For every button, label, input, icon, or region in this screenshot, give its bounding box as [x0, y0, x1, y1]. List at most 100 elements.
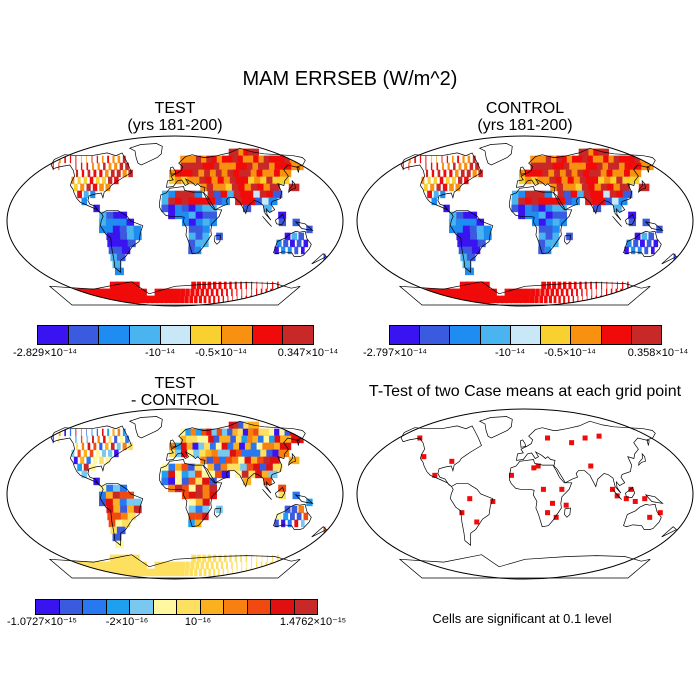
- grid-cell: [216, 155, 226, 164]
- grid-cell: [595, 281, 598, 290]
- coast-samerica: [100, 483, 144, 547]
- grid-cell: [278, 211, 287, 220]
- grid-cell: [208, 435, 217, 444]
- grid-cell: [266, 190, 276, 199]
- grid-cell: [251, 288, 253, 297]
- grid-cell: [256, 169, 267, 178]
- colorbar-swatch-4: [130, 600, 154, 614]
- grid-cell: [123, 561, 133, 570]
- grid-cell: [120, 281, 130, 290]
- grid-cell: [544, 295, 548, 304]
- grid-cell: [459, 281, 470, 290]
- coast-antarctica: [48, 554, 301, 579]
- grid-cell: [113, 295, 123, 304]
- grid-cell: [206, 428, 215, 437]
- grid-cell: [556, 183, 565, 192]
- grid-cell: [633, 239, 639, 248]
- cb-control-label-3: -0.5×10⁻¹⁴: [544, 347, 596, 359]
- coast-newguinea: [294, 494, 314, 504]
- grid-cell: [559, 169, 569, 178]
- grid-cell: [202, 477, 210, 486]
- grid-cell: [258, 162, 269, 171]
- grid-cell: [188, 218, 197, 227]
- grid-cell: [77, 463, 82, 472]
- grid-cell: [117, 568, 127, 577]
- grid-cell: [190, 428, 198, 437]
- grid-cell: [127, 568, 136, 577]
- grid-cell: [189, 568, 194, 577]
- grid-cell: [518, 190, 526, 199]
- grid-cell: [229, 281, 232, 290]
- grid-cell: [551, 197, 560, 206]
- grid-cell: [542, 169, 550, 178]
- grid-cell: [108, 288, 119, 297]
- grid-cell: [195, 225, 203, 234]
- grid-cell: [57, 288, 71, 297]
- grid-cell: [195, 498, 203, 507]
- grid-cell: [530, 288, 536, 297]
- grid-cell: [198, 442, 206, 451]
- grid-cell: [129, 288, 138, 297]
- grid-cell: [213, 435, 223, 444]
- grid-cell: [545, 211, 554, 220]
- grid-cell: [261, 197, 271, 206]
- grid-cell: [118, 288, 128, 297]
- grid-cell: [233, 190, 243, 199]
- grid-cell: [470, 239, 480, 248]
- significant-cell: [588, 463, 594, 469]
- grid-cell: [515, 295, 522, 304]
- coast-japan: [288, 179, 296, 194]
- grid-cell: [274, 519, 279, 528]
- grid-cell: [594, 183, 604, 192]
- grid-cell: [92, 456, 98, 465]
- grid-cell: [458, 288, 469, 297]
- grid-cell: [237, 155, 248, 164]
- grid-cell: [204, 169, 213, 178]
- grid-cell: [306, 225, 313, 234]
- grid-cell: [217, 568, 220, 577]
- grid-cell: [209, 211, 217, 220]
- grid-cell: [65, 568, 79, 577]
- grid-cell: [105, 456, 111, 465]
- grid-cell: [112, 491, 121, 500]
- grid-cell: [552, 211, 561, 220]
- grid-cell: [583, 148, 594, 157]
- grid-cell: [628, 211, 637, 220]
- grid-cell: [202, 232, 210, 241]
- grid-cell: [591, 197, 601, 206]
- grid-cell: [611, 197, 621, 206]
- grid-cell: [123, 288, 133, 297]
- grid-cell: [84, 295, 97, 304]
- grid-cell: [110, 526, 120, 535]
- grid-cell: [259, 190, 270, 199]
- grid-cell: [227, 428, 237, 437]
- significant-cell: [623, 496, 629, 502]
- grid-cell: [227, 442, 237, 451]
- main-title: MAM ERRSEB (W/m^2): [242, 68, 458, 90]
- grid-cell: [161, 470, 169, 479]
- grid-cell: [298, 505, 305, 514]
- coastlines: [48, 416, 328, 579]
- grid-cell: [226, 288, 228, 297]
- grid-cell: [577, 295, 579, 304]
- grid-cell: [538, 211, 547, 220]
- grid-cell: [227, 190, 236, 199]
- grid-cell: [207, 281, 212, 290]
- grid-cell: [77, 449, 81, 458]
- grid-cell: [552, 204, 560, 213]
- grid-cell: [639, 239, 645, 248]
- grid-cell: [207, 463, 216, 472]
- grid-cell: [553, 295, 557, 304]
- grid-cell: [467, 155, 471, 164]
- grid-cell: [108, 561, 119, 570]
- grid-cell: [125, 435, 129, 444]
- grid-cell: [57, 561, 71, 570]
- grid-cell: [511, 190, 519, 199]
- grid-cell: [105, 498, 114, 507]
- grid-cell: [572, 295, 575, 304]
- coast-borneo: [625, 213, 636, 226]
- grid-cell: [530, 162, 538, 171]
- grid-cell: [131, 554, 140, 563]
- grid-cell: [205, 449, 214, 458]
- grid-cell: [569, 183, 578, 192]
